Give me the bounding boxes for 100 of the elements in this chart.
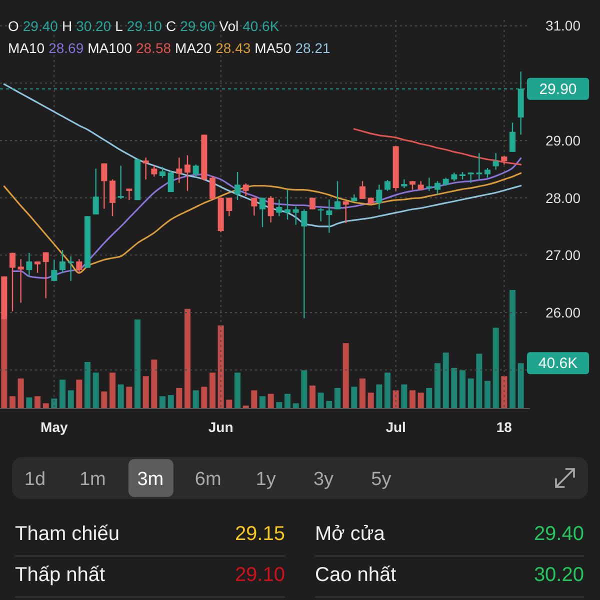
line-series [353, 128, 522, 166]
bar [401, 384, 408, 408]
bar [451, 368, 458, 408]
candlestick [92, 168, 99, 216]
candlestick [76, 258, 82, 274]
candlestick [334, 180, 340, 210]
bar [18, 378, 24, 408]
candlestick [226, 197, 232, 217]
y-tick-label: 26.00 [545, 304, 581, 320]
bar [468, 378, 474, 408]
bar [268, 394, 274, 408]
bar [418, 392, 424, 408]
bar [118, 384, 124, 408]
bar [301, 370, 308, 408]
bar [26, 397, 32, 408]
text: 3y [313, 469, 334, 490]
bar [351, 386, 358, 408]
bar [92, 372, 99, 408]
annotation: 28.69 [48, 40, 84, 56]
bar [10, 396, 16, 408]
candlestick [510, 122, 516, 153]
y-tick-label: 28.00 [545, 190, 581, 206]
candlestick [118, 165, 124, 200]
bar [342, 343, 349, 408]
annotation: 28.58 [136, 40, 172, 56]
bar [60, 380, 66, 408]
candlestick [484, 167, 490, 178]
text: Mở cửa [315, 523, 386, 545]
bar [34, 396, 40, 408]
bar [384, 372, 390, 408]
candlestick [60, 249, 66, 274]
bar [110, 372, 116, 408]
bar [460, 370, 466, 408]
candlestick [160, 166, 166, 178]
annotation: 29.90 [180, 18, 216, 34]
candlestick [326, 198, 332, 234]
bar [42, 403, 49, 408]
bar [226, 400, 232, 408]
candlestick [242, 182, 249, 197]
line-series [3, 172, 522, 274]
annotation: MA100 [88, 40, 132, 56]
candlestick [151, 165, 158, 178]
annotation: Vol [219, 18, 239, 34]
x-tick-label: Jun [208, 419, 234, 435]
bar [184, 308, 190, 408]
candlestick [268, 195, 274, 224]
candlestick [168, 170, 174, 193]
bar [492, 328, 499, 408]
bar [284, 394, 290, 408]
bar [68, 390, 74, 408]
candlestick [360, 180, 366, 200]
annotation: O [8, 18, 19, 34]
bar [142, 376, 149, 408]
bar [326, 400, 332, 408]
bar [126, 386, 132, 408]
bar [210, 372, 216, 408]
bar [151, 360, 158, 408]
candlestick [234, 171, 240, 201]
text: 40.6K [538, 355, 578, 372]
bar [1, 320, 8, 408]
bar [410, 390, 416, 408]
text: 1d [24, 469, 46, 490]
candlestick [260, 197, 266, 228]
text: 5y [371, 469, 392, 490]
bar [260, 396, 266, 408]
bar [134, 320, 140, 408]
candlestick [10, 252, 16, 312]
candlestick [301, 208, 308, 319]
bar [376, 384, 382, 408]
text: Tham chiếu [15, 523, 120, 545]
x-tick-label: Jul [386, 419, 406, 435]
annotation: C [166, 18, 176, 34]
bar [76, 380, 82, 408]
bar [234, 372, 240, 408]
candlestick [192, 164, 199, 177]
candlestick [176, 157, 182, 184]
candlestick [26, 252, 32, 277]
bar [218, 325, 224, 408]
bar [484, 380, 490, 408]
candlestick [492, 152, 499, 170]
annotation: 40.6K [242, 18, 280, 34]
bar [476, 354, 482, 408]
y-tick-label: 29.00 [545, 132, 581, 148]
text: 3m [137, 469, 164, 490]
annotation: 29.10 [126, 18, 162, 34]
text: 1m [79, 469, 106, 490]
bar [310, 386, 316, 408]
candlestick [210, 175, 216, 200]
annotation: H [62, 18, 72, 34]
candlestick [476, 152, 482, 180]
candlestick [342, 200, 349, 224]
annotation: 29.40 [22, 18, 58, 34]
x-tick-label: May [40, 419, 68, 435]
annotation: 28.21 [295, 40, 330, 56]
bar [434, 363, 440, 408]
candlestick [376, 184, 382, 210]
text: 30.20 [534, 564, 584, 586]
candlestick [42, 252, 49, 299]
bar [510, 290, 516, 408]
y-tick-label: 31.00 [545, 18, 581, 34]
